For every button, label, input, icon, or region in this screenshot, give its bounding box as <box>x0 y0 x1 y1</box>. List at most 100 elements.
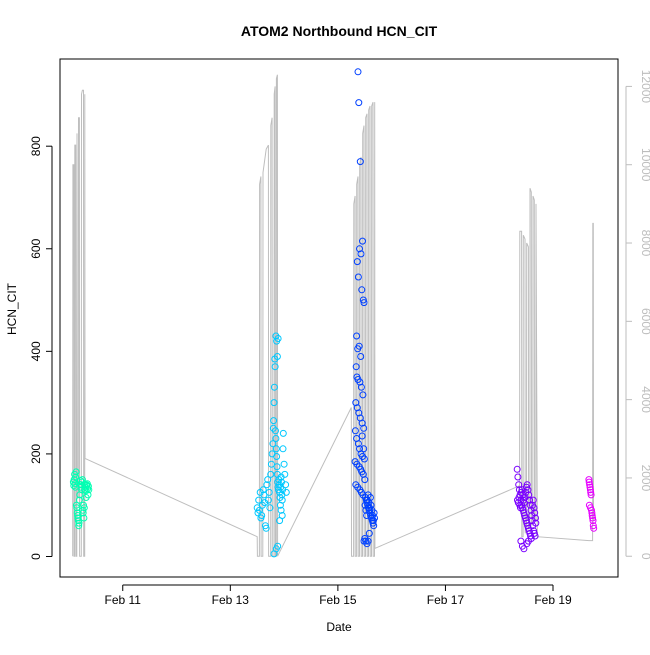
data-point <box>520 545 528 553</box>
chart-title: ATOM2 Northbound HCN_CIT <box>241 23 438 39</box>
data-point <box>72 473 80 481</box>
data-point <box>589 522 597 530</box>
data-point <box>84 491 92 499</box>
data-point <box>588 512 596 519</box>
data-point <box>272 427 279 435</box>
data-point <box>278 496 286 504</box>
data-point <box>262 524 270 532</box>
data-point <box>355 99 363 107</box>
data-point <box>588 509 596 517</box>
data-point <box>255 496 263 504</box>
y-tick-label: 400 <box>29 341 43 361</box>
y2-tick-label: 12000 <box>639 70 650 104</box>
data-point <box>354 273 362 281</box>
series-5 <box>585 476 598 532</box>
data-point <box>355 409 363 417</box>
data-point <box>586 483 594 491</box>
data-point <box>277 506 285 514</box>
data-point <box>278 512 286 519</box>
data-point <box>524 486 532 494</box>
data-point <box>359 391 367 399</box>
data-point <box>357 383 365 391</box>
data-point <box>273 453 281 460</box>
data-point <box>71 480 79 488</box>
data-point <box>356 445 363 453</box>
data-point <box>75 496 83 504</box>
data-point <box>529 496 537 504</box>
data-point <box>259 486 267 494</box>
data-point <box>263 481 271 489</box>
data-point <box>360 455 368 463</box>
data-point <box>270 383 278 391</box>
data-point <box>352 363 360 371</box>
data-point <box>531 509 539 517</box>
data-point <box>267 470 275 478</box>
data-point <box>84 482 92 490</box>
y-axis-label: HCN_CIT <box>5 282 19 335</box>
y-tick-label: 200 <box>29 444 43 464</box>
points-layer <box>69 68 598 558</box>
data-point <box>85 486 93 494</box>
axes-layer: 0200400600800020004000600080001000012000… <box>29 70 650 607</box>
data-point <box>264 496 272 504</box>
data-point <box>367 501 375 509</box>
data-point <box>280 460 288 468</box>
data-point <box>587 491 595 499</box>
data-point <box>80 514 88 522</box>
data-point <box>514 473 522 481</box>
altitude-line <box>72 74 594 557</box>
y-tick-label: 600 <box>29 238 43 258</box>
x-axis-label: Date <box>326 620 352 634</box>
x-tick-label: Feb 13 <box>212 593 250 607</box>
data-point <box>587 504 594 512</box>
data-point <box>360 299 368 307</box>
data-point <box>356 245 363 253</box>
data-point <box>351 427 359 435</box>
data-point <box>282 481 290 489</box>
data-point <box>353 404 361 412</box>
data-point <box>358 286 366 294</box>
data-point <box>266 504 274 512</box>
data-point <box>271 363 279 371</box>
data-point <box>353 258 361 266</box>
data-point <box>532 514 539 522</box>
y2-tick-label: 8000 <box>639 230 650 257</box>
y2-tick-label: 4000 <box>639 386 650 413</box>
data-point <box>264 476 272 484</box>
data-point <box>274 335 282 342</box>
data-point <box>517 537 525 545</box>
plot-frame <box>59 58 619 578</box>
data-point <box>272 445 280 453</box>
data-point <box>356 158 364 166</box>
data-point <box>282 488 290 496</box>
data-point <box>270 399 278 407</box>
data-point <box>357 250 365 258</box>
data-point <box>370 509 378 517</box>
data-point <box>272 435 280 442</box>
data-point <box>72 501 80 509</box>
data-point <box>72 468 80 476</box>
data-point <box>589 514 597 522</box>
data-point <box>515 481 523 489</box>
data-point <box>358 432 366 440</box>
data-point <box>370 522 378 530</box>
data-point <box>364 537 372 545</box>
data-point <box>273 353 281 360</box>
data-point <box>274 542 282 550</box>
y2-tick-label: 2000 <box>639 465 650 492</box>
data-point <box>75 522 83 530</box>
data-point <box>532 519 540 527</box>
data-point <box>360 424 368 432</box>
data-point <box>513 465 521 473</box>
data-point <box>359 237 366 245</box>
data-point <box>354 440 362 448</box>
data-point <box>355 342 363 350</box>
data-point <box>586 486 594 494</box>
data-point <box>586 481 594 489</box>
data-point <box>279 445 287 453</box>
data-point <box>354 68 362 76</box>
x-tick-label: Feb 15 <box>319 593 357 607</box>
data-point <box>360 537 368 545</box>
y-tick-label: 800 <box>29 136 43 156</box>
